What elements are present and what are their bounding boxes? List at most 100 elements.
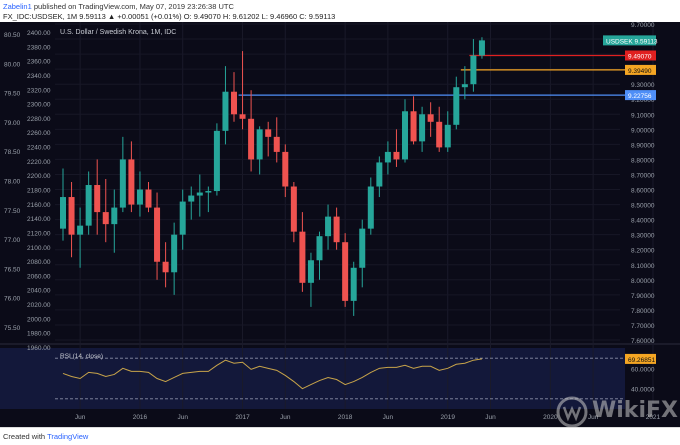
candle-body	[419, 114, 426, 142]
candle-body	[282, 151, 289, 187]
candle-body	[427, 114, 434, 122]
x-axis-tick-label: 2021	[646, 414, 661, 421]
published-text: published on TradingView.com, May 07, 20…	[33, 2, 234, 11]
x-axis-tick-label: Jun	[485, 414, 496, 421]
candle-body	[367, 186, 374, 229]
left-inner-axis-tick-label: 2060.00	[27, 273, 51, 280]
right-axis-tick-label: 8.40000	[631, 218, 655, 225]
tradingview-link[interactable]: TradingView	[47, 432, 89, 441]
candle-body	[231, 91, 237, 115]
right-axis-tick-label: 8.80000	[631, 157, 655, 164]
left-inner-axis-tick-label: 2340.00	[27, 73, 51, 80]
x-axis-tick-label: 2020	[543, 414, 558, 421]
right-axis-tick-label: 7.80000	[631, 308, 655, 315]
left-inner-axis-tick-label: 2160.00	[27, 202, 51, 209]
right-axis-tick-label: 9.70000	[631, 22, 655, 29]
candle-body	[299, 231, 306, 283]
left-inner-axis-tick-label: 1960.00	[27, 345, 51, 352]
level-label-bg-blue	[625, 90, 656, 101]
left-outer-axis-tick-label: 75.50	[4, 325, 21, 332]
right-axis-tick-label: 8.60000	[631, 188, 655, 195]
candle-body	[461, 84, 468, 88]
left-inner-axis-tick-label: 2020.00	[27, 302, 51, 309]
candle-body	[265, 129, 272, 137]
candle-body	[359, 228, 366, 268]
candle-body	[196, 192, 203, 196]
candle-body	[128, 159, 135, 205]
chart-area[interactable]: 9.700009.600009.500009.400009.300009.200…	[0, 22, 680, 428]
left-inner-axis-tick-label: 2260.00	[27, 130, 51, 137]
x-axis-tick-label: 2017	[235, 414, 250, 421]
x-axis-tick-label: Jun	[75, 414, 86, 421]
candle-body	[444, 124, 451, 148]
right-axis-tick-label: 9.00000	[631, 127, 655, 134]
candle-body	[171, 234, 178, 273]
chart-footer: Created with TradingView	[0, 427, 680, 445]
left-outer-axis-tick-label: 77.50	[4, 208, 21, 215]
level-label-bg-orange	[625, 64, 656, 75]
left-inner-axis-tick-label: 2140.00	[27, 216, 51, 223]
candle-body	[256, 129, 263, 160]
created-with-line: Created with TradingView	[3, 432, 88, 441]
candle-body	[162, 261, 169, 273]
candle-body	[145, 189, 152, 208]
candle-body	[213, 130, 220, 192]
candle-body	[60, 197, 66, 229]
right-axis-tick-label: 8.30000	[631, 233, 655, 240]
left-outer-axis-tick-label: 78.50	[4, 149, 21, 156]
candle-body	[470, 55, 477, 85]
candle-body	[325, 216, 332, 237]
left-inner-axis-tick-label: 2360.00	[27, 59, 51, 66]
left-outer-axis-tick-label: 79.50	[4, 91, 21, 98]
publish-line: Zabelin1 published on TradingView.com, M…	[3, 2, 234, 11]
right-axis-tick-label: 7.60000	[631, 338, 655, 345]
level-label-orange: 9.39490	[628, 68, 652, 75]
chart-svg: 9.700009.600009.500009.400009.300009.200…	[0, 22, 680, 427]
level-label-blue: 9.22756	[628, 93, 652, 100]
candle-body	[248, 118, 255, 160]
candle-body	[342, 242, 349, 301]
right-axis-tick-label: 8.20000	[631, 248, 655, 255]
right-axis-tick-label: 7.90000	[631, 293, 655, 300]
left-inner-axis-tick-label: 2200.00	[27, 173, 51, 180]
x-axis-tick-label: 2019	[441, 414, 456, 421]
left-outer-axis-tick-label: 76.00	[4, 296, 21, 303]
candle-body	[205, 191, 212, 193]
candle-body	[453, 87, 460, 125]
wikifx-watermark: WikiFX	[556, 394, 678, 428]
left-inner-axis-tick-label: 2240.00	[27, 145, 51, 152]
left-inner-axis-tick-label: 2040.00	[27, 288, 51, 295]
left-inner-axis-tick-label: 2120.00	[27, 230, 51, 237]
candle-body	[94, 185, 101, 213]
x-axis-tick-label: 2018	[338, 414, 353, 421]
right-axis-tick-label: 9.20000	[631, 97, 655, 104]
x-axis-tick-label: Jun	[280, 414, 291, 421]
candle-body	[239, 114, 246, 119]
candle-body	[188, 195, 195, 202]
x-axis-tick-label: Jun	[383, 414, 394, 421]
right-axis-tick-label: 7.70000	[631, 323, 655, 330]
left-inner-axis-tick-label: 2400.00	[27, 30, 51, 37]
x-axis-tick-label: 2016	[133, 414, 148, 421]
candle-body	[290, 186, 297, 232]
x-axis-tick-label: Jun	[177, 414, 188, 421]
left-outer-axis-tick-label: 79.00	[4, 120, 21, 127]
left-inner-axis-tick-label: 2220.00	[27, 159, 51, 166]
left-inner-axis-tick-label: 2180.00	[27, 188, 51, 195]
left-outer-axis-tick-label: 80.50	[4, 32, 21, 39]
candle-body	[154, 207, 161, 262]
candle-body	[402, 111, 408, 160]
author-link[interactable]: Zabelin1	[3, 2, 32, 11]
left-inner-axis-tick-label: 2380.00	[27, 44, 51, 51]
left-inner-axis-tick-label: 2320.00	[27, 87, 51, 94]
candle-body	[478, 40, 485, 56]
right-axis-tick-label: 9.30000	[631, 82, 655, 89]
rsi-title: RSI (14, close)	[60, 353, 103, 360]
ohlc-line: FX_IDC:USDSEK, 1M 9.59113 ▲ +0.00051 (+0…	[3, 12, 336, 21]
created-with-text: Created with	[3, 432, 46, 441]
left-inner-axis-tick-label: 2080.00	[27, 259, 51, 266]
candle-body	[273, 136, 280, 152]
last-price-label-bg	[603, 35, 656, 46]
x-axis-tick-label: Jun	[588, 414, 599, 421]
left-inner-axis-tick-label: 2300.00	[27, 102, 51, 109]
